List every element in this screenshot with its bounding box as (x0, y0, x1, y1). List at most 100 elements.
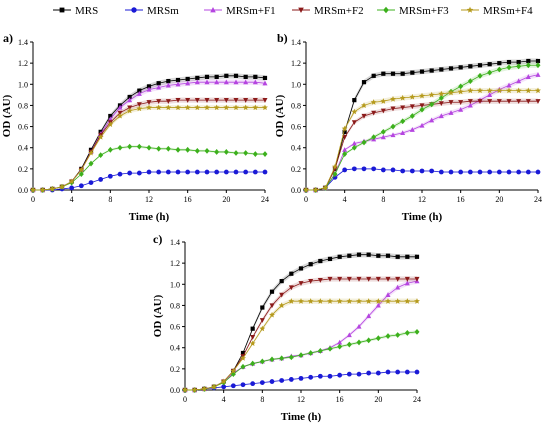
data-point (127, 97, 133, 103)
y-tick-label: 0.6 (291, 123, 301, 132)
x-tick-label: 4 (343, 195, 347, 204)
error-band (185, 278, 417, 390)
data-point (380, 167, 386, 173)
data-point (487, 69, 493, 76)
data-point (146, 100, 152, 105)
data-point (516, 59, 521, 65)
data-point (253, 74, 258, 79)
data-point (262, 104, 268, 111)
data-point (525, 74, 531, 79)
data-point (308, 279, 314, 284)
data-point (136, 170, 142, 176)
data-point (165, 145, 171, 152)
data-point (404, 369, 410, 375)
data-point (468, 64, 473, 69)
data-point (224, 73, 229, 78)
data-point (380, 134, 386, 140)
data-point (346, 332, 352, 338)
y-axis-title: OD (AU) (152, 294, 164, 337)
data-point (409, 113, 415, 119)
data-point (288, 298, 295, 304)
data-point (414, 298, 420, 304)
data-point (269, 356, 275, 363)
x-tick-label: 12 (297, 395, 305, 404)
data-point (371, 73, 376, 78)
data-point (409, 93, 416, 100)
data-point (259, 325, 266, 332)
data-point (332, 163, 338, 170)
data-point (230, 367, 237, 374)
y-axis-title: OD (AU) (274, 94, 286, 137)
data-point (342, 167, 348, 173)
series-mrsm-f4 (182, 298, 420, 393)
data-point (506, 169, 512, 175)
series-mrsm-f1 (182, 278, 420, 393)
data-point (127, 143, 133, 150)
data-point (438, 169, 444, 175)
data-point (346, 341, 352, 348)
data-point (429, 117, 435, 123)
x-tick-label: 4 (222, 395, 226, 404)
data-point (496, 87, 503, 94)
data-point (346, 298, 353, 304)
data-point (342, 135, 348, 140)
data-point (194, 147, 200, 154)
panel-c: 0.0 0.2 0.4 0.6 0.8 1.0 1.2 1.4 0 4 8 12 16 20 24 Time … (152, 232, 421, 423)
data-point (214, 98, 220, 103)
data-point (385, 333, 391, 339)
data-point (156, 84, 162, 90)
data-point (136, 143, 142, 150)
data-point (458, 169, 464, 175)
data-point (204, 74, 210, 79)
data-point (385, 292, 391, 297)
data-point (535, 99, 541, 104)
data-point (381, 71, 386, 76)
data-point (156, 81, 161, 86)
data-point (262, 169, 268, 175)
data-point (107, 146, 113, 153)
data-point (380, 108, 386, 114)
data-point (337, 372, 343, 378)
data-point (535, 72, 541, 77)
data-point (185, 169, 191, 175)
data-point (477, 99, 483, 104)
data-point (366, 276, 372, 282)
y-tick-label: 0.8 (170, 301, 180, 310)
data-point (409, 168, 415, 174)
data-point (375, 302, 381, 308)
data-point (487, 169, 493, 175)
data-point (327, 373, 333, 379)
data-point (496, 99, 502, 104)
data-point (126, 107, 133, 114)
data-point (385, 253, 391, 258)
data-point (429, 68, 434, 73)
data-point (223, 79, 229, 85)
data-point (361, 139, 367, 146)
data-point (352, 98, 357, 103)
data-point (69, 185, 75, 191)
data-point (535, 87, 541, 94)
data-point (506, 82, 512, 88)
data-point (496, 169, 502, 175)
data-point (136, 102, 142, 108)
data-point (467, 102, 473, 108)
data-point (303, 186, 309, 193)
data-point (213, 104, 220, 111)
data-point (156, 99, 162, 104)
data-point (438, 113, 444, 119)
data-point (516, 78, 522, 84)
data-point (204, 169, 210, 175)
data-point (351, 108, 358, 115)
data-point (194, 98, 200, 103)
data-point (497, 61, 502, 66)
y-tick-label: 1.2 (170, 259, 180, 268)
data-point (356, 323, 362, 329)
data-point (108, 113, 113, 119)
y-tick-label: 0.8 (291, 101, 301, 110)
data-point (97, 134, 104, 140)
legend-label: MRSm+F4 (483, 5, 533, 17)
data-point (252, 169, 258, 175)
data-point (155, 104, 162, 111)
data-point (175, 81, 181, 87)
data-point (308, 350, 314, 356)
